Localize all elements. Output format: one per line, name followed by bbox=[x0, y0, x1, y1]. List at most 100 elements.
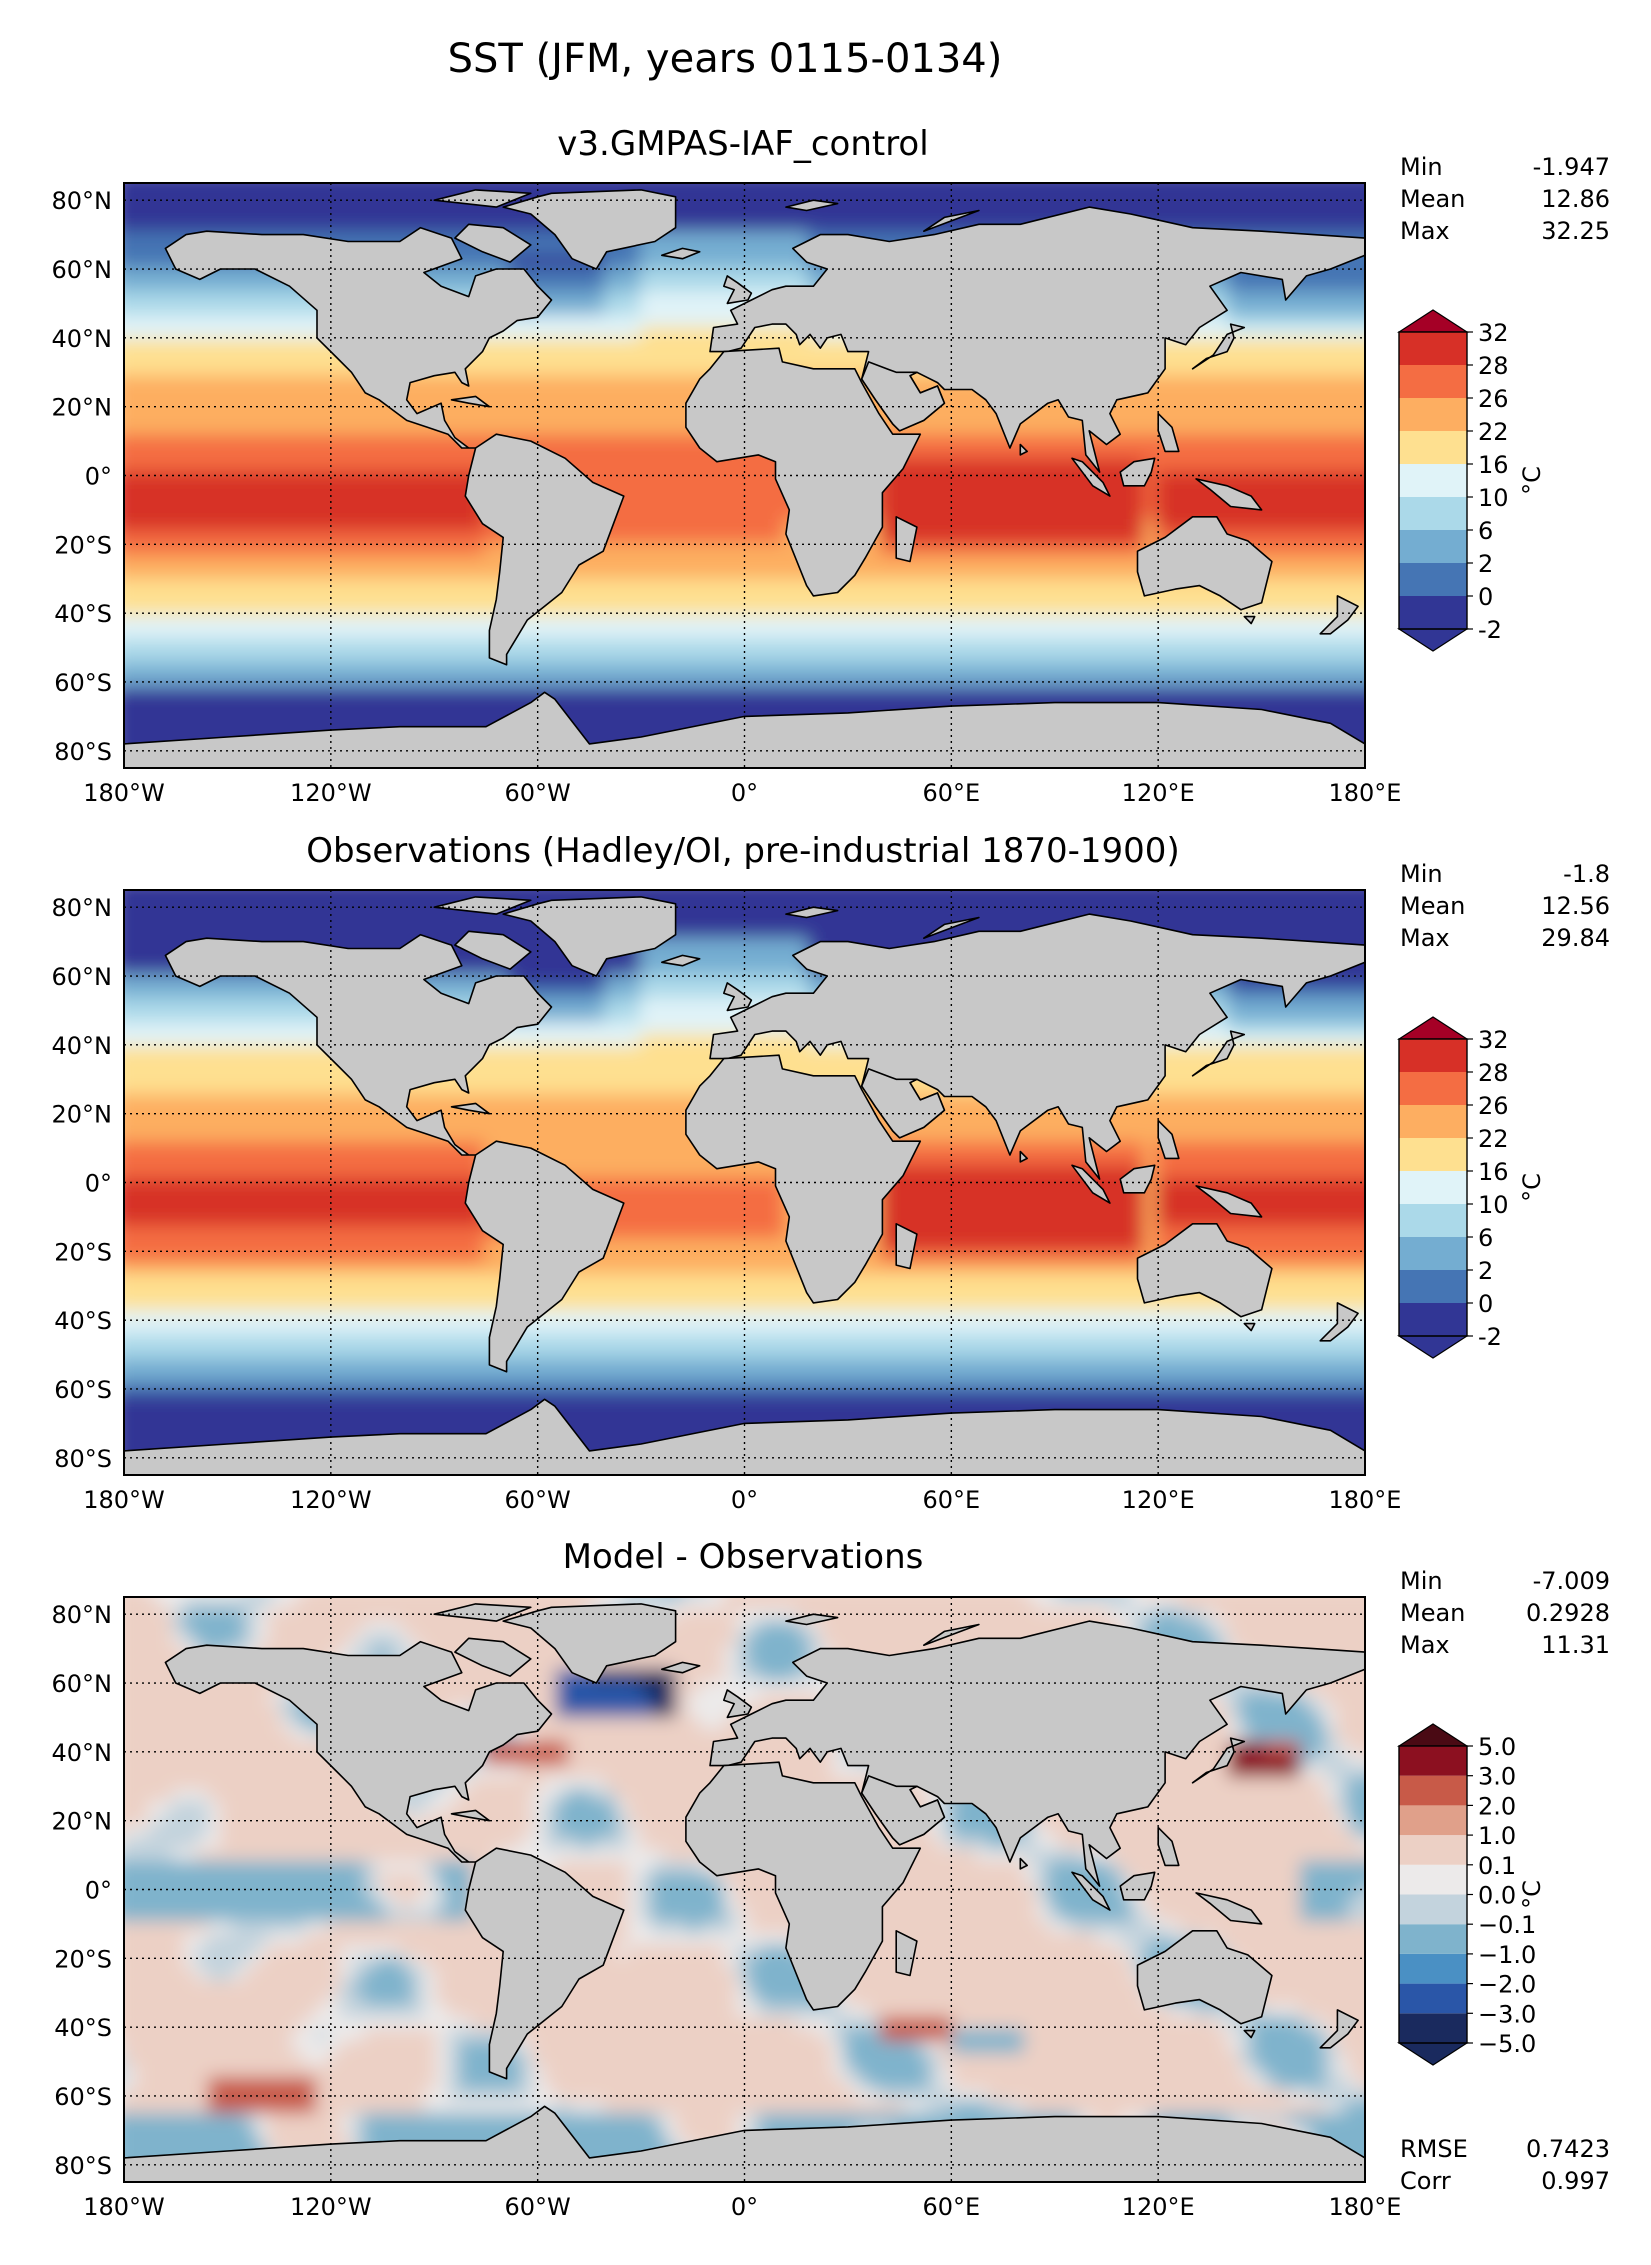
ocean-cell bbox=[1132, 519, 1145, 532]
ocean-cell bbox=[772, 651, 785, 664]
ocean-cell bbox=[508, 363, 521, 376]
ocean-cell bbox=[1060, 483, 1073, 496]
ocean-cell bbox=[796, 639, 809, 652]
ocean-cell bbox=[580, 459, 593, 472]
ocean-cell bbox=[880, 579, 893, 592]
ocean-cell bbox=[460, 603, 473, 616]
ocean-cell bbox=[772, 567, 785, 580]
ocean-cell bbox=[772, 327, 785, 340]
ocean-cell bbox=[1324, 699, 1337, 712]
ocean-cell bbox=[376, 531, 389, 544]
ocean-cell bbox=[208, 639, 221, 652]
ocean-cell bbox=[1264, 291, 1277, 304]
ocean-cell bbox=[760, 603, 773, 616]
ocean-cell bbox=[376, 483, 389, 496]
ocean-cell bbox=[928, 519, 941, 532]
ocean-cell bbox=[760, 327, 773, 340]
ocean-cell bbox=[796, 183, 809, 196]
ocean-cell bbox=[712, 567, 725, 580]
ocean-cell bbox=[160, 699, 173, 712]
ocean-cell bbox=[160, 339, 173, 352]
ocean-cell bbox=[1252, 279, 1265, 292]
ocean-cell bbox=[628, 459, 641, 472]
ocean-cell bbox=[412, 687, 425, 700]
ocean-cell bbox=[460, 711, 473, 724]
ocean-cell bbox=[304, 423, 317, 436]
ocean-cell bbox=[544, 663, 557, 676]
ocean-cell bbox=[232, 303, 245, 316]
ocean-cell bbox=[1168, 495, 1181, 508]
ocean-cell bbox=[844, 183, 857, 196]
ocean-cell bbox=[1348, 699, 1361, 712]
ocean-cell bbox=[1228, 363, 1241, 376]
ocean-cell bbox=[1012, 591, 1025, 604]
ocean-cell bbox=[220, 447, 233, 460]
ocean-cell bbox=[544, 351, 557, 364]
ocean-cell bbox=[148, 567, 161, 580]
ocean-cell bbox=[1276, 519, 1289, 532]
ocean-cell bbox=[412, 543, 425, 556]
ocean-cell bbox=[1000, 687, 1013, 700]
ocean-cell bbox=[688, 711, 701, 724]
ocean-cell bbox=[580, 615, 593, 628]
ocean-cell bbox=[520, 219, 533, 232]
ocean-cell bbox=[460, 531, 473, 544]
ocean-cell bbox=[556, 411, 569, 424]
ocean-cell bbox=[1132, 627, 1145, 640]
ocean-cell bbox=[364, 435, 377, 448]
ocean-cell bbox=[1336, 423, 1349, 436]
ocean-cell bbox=[592, 711, 605, 724]
ocean-cell bbox=[1264, 651, 1277, 664]
ocean-cell bbox=[1000, 495, 1013, 508]
ocean-cell bbox=[448, 711, 461, 724]
ocean-cell bbox=[208, 483, 221, 496]
ocean-cell bbox=[148, 687, 161, 700]
ocean-cell bbox=[676, 579, 689, 592]
ocean-cell bbox=[760, 219, 773, 232]
ocean-cell bbox=[352, 195, 365, 208]
ocean-cell bbox=[1048, 687, 1061, 700]
panel-model: v3.GMPAS-IAF_control 80°N 60°N 40°N 20°N… bbox=[52, 124, 1611, 807]
ocean-cell bbox=[940, 663, 953, 676]
ocean-cell bbox=[1120, 495, 1133, 508]
ocean-cell bbox=[292, 339, 305, 352]
ocean-cell bbox=[424, 591, 437, 604]
ocean-cell bbox=[1024, 639, 1037, 652]
ocean-cell bbox=[1372, 555, 1385, 568]
ocean-cell bbox=[904, 495, 917, 508]
ocean-cell bbox=[220, 279, 233, 292]
ocean-cell bbox=[688, 531, 701, 544]
ocean-cell bbox=[124, 591, 137, 604]
ocean-cell bbox=[268, 327, 281, 340]
ocean-cell bbox=[196, 723, 209, 736]
ocean-cell bbox=[868, 567, 881, 580]
ocean-cell bbox=[460, 447, 473, 460]
ocean-cell bbox=[328, 639, 341, 652]
ocean-cell bbox=[1180, 423, 1193, 436]
ocean-cell bbox=[1096, 567, 1109, 580]
ocean-cell bbox=[316, 531, 329, 544]
ocean-cell bbox=[736, 495, 749, 508]
ocean-cell bbox=[1036, 651, 1049, 664]
ocean-cell bbox=[340, 603, 353, 616]
ocean-cell bbox=[400, 507, 413, 520]
ocean-cell bbox=[232, 639, 245, 652]
ocean-cell bbox=[400, 699, 413, 712]
ocean-cell bbox=[208, 315, 221, 328]
ocean-cell bbox=[736, 519, 749, 532]
ocean-cell bbox=[208, 627, 221, 640]
ocean-cell bbox=[724, 663, 737, 676]
ocean-cell bbox=[1156, 399, 1169, 412]
ocean-cell bbox=[832, 207, 845, 220]
ocean-cell bbox=[124, 723, 137, 736]
ocean-cell bbox=[760, 663, 773, 676]
ocean-cell bbox=[148, 303, 161, 316]
ocean-cell bbox=[1300, 291, 1313, 304]
ocean-cell bbox=[904, 219, 917, 232]
ocean-cell bbox=[304, 639, 317, 652]
ocean-cell bbox=[1204, 399, 1217, 412]
ocean-cell bbox=[772, 663, 785, 676]
ocean-cell bbox=[664, 615, 677, 628]
ocean-cell bbox=[1336, 495, 1349, 508]
ocean-cell bbox=[688, 639, 701, 652]
